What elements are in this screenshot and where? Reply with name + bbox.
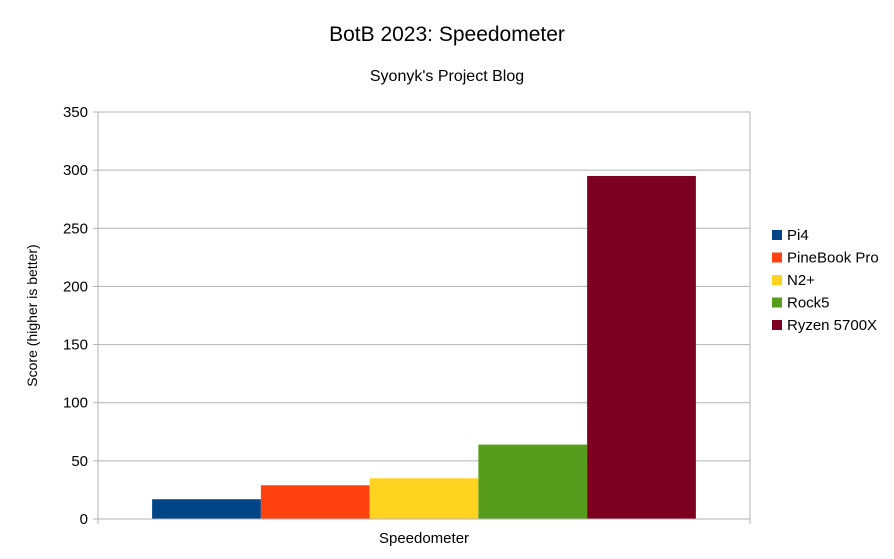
y-tick-label: 200 bbox=[63, 278, 88, 295]
legend-label: N2+ bbox=[787, 272, 815, 289]
plot-area-border bbox=[97, 111, 751, 520]
y-tick-labels: 0 50 100 150 200 250 300 350 Speedometer Score (h… bbox=[24, 104, 469, 547]
x-category-label: Speedometer bbox=[379, 530, 469, 547]
y-tick-label: 50 bbox=[71, 453, 88, 470]
y-tick-label: 0 bbox=[80, 511, 88, 528]
legend-swatch bbox=[772, 230, 782, 240]
bar-pinebook-pro bbox=[260, 485, 370, 519]
chart-subtitle: Syonyk's Project Blog bbox=[369, 68, 525, 85]
y-tick-label: 350 bbox=[63, 104, 88, 121]
y-tick-label: 250 bbox=[63, 220, 88, 237]
y-axis-label: Score (higher is better) bbox=[24, 244, 40, 386]
legend-swatch bbox=[772, 252, 782, 263]
bar-rock5 bbox=[478, 444, 588, 519]
bars bbox=[152, 175, 696, 519]
legend-label: Rock5 bbox=[787, 295, 830, 312]
legend-swatch bbox=[772, 275, 782, 285]
chart-title: BotB 2023: Speedometer bbox=[329, 23, 565, 46]
legend: Pi4 PineBook Pro N2+ Rock5 Ryzen 5700X bbox=[772, 227, 879, 334]
legend-swatch bbox=[772, 320, 782, 330]
bar-n2- bbox=[369, 478, 479, 519]
axes bbox=[93, 111, 751, 524]
bar-pi4 bbox=[152, 499, 261, 519]
legend-label: Ryzen 5700X bbox=[787, 317, 877, 334]
legend-swatch bbox=[772, 297, 782, 308]
legend-label: PineBook Pro bbox=[787, 250, 879, 267]
legend-label: Pi4 bbox=[787, 227, 809, 244]
y-tick-label: 100 bbox=[63, 395, 88, 412]
y-tick-label: 150 bbox=[63, 337, 88, 354]
bar-ryzen-5700x bbox=[587, 175, 696, 519]
y-tick-label: 300 bbox=[63, 162, 88, 179]
